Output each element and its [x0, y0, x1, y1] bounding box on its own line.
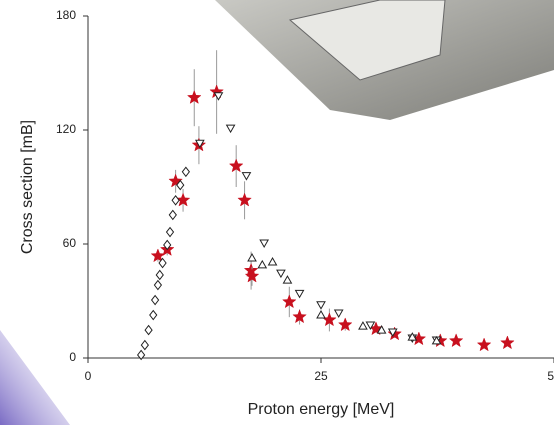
x-axis-title: Proton energy [MeV]: [248, 401, 395, 418]
data-point: [163, 239, 172, 251]
data-point: [136, 349, 146, 361]
data-point: [407, 332, 418, 341]
data-point: [181, 166, 190, 178]
x-tick-label: 0: [85, 369, 92, 383]
data-point: [150, 294, 160, 306]
data-point: [155, 269, 164, 281]
data-point: [244, 268, 260, 283]
data-point: [144, 324, 153, 336]
data-point: [168, 173, 183, 188]
data-point: [168, 209, 177, 221]
y-tick-label: 120: [56, 122, 76, 136]
data-point: [171, 194, 180, 206]
data-point: [247, 253, 257, 262]
data-point: [337, 317, 353, 332]
x-tick-label: 50: [547, 369, 554, 383]
data-point: [175, 192, 191, 207]
data-point: [387, 328, 398, 337]
data-point: [140, 339, 149, 351]
data-point: [194, 139, 205, 149]
data-point: [431, 335, 442, 345]
data-point: [213, 92, 224, 101]
data-point: [316, 301, 326, 310]
data-point: [176, 179, 185, 191]
data-point: [267, 257, 278, 266]
data-point: [259, 239, 270, 249]
data-point: [292, 309, 307, 324]
decoration: [288, 0, 446, 81]
data-point: [186, 90, 202, 104]
y-tick-label: 60: [63, 236, 77, 250]
data-point: [500, 335, 515, 350]
data-point: [448, 333, 464, 348]
data-point: [241, 172, 252, 181]
y-axis-title: Cross section [mB]: [19, 120, 36, 254]
data-point: [281, 294, 297, 309]
data-point: [257, 259, 268, 269]
data-point: [376, 325, 387, 334]
data-point: [165, 226, 175, 238]
data-point: [476, 337, 492, 352]
y-tick-label: 180: [56, 8, 76, 22]
data-point: [149, 309, 158, 321]
data-point: [316, 310, 326, 319]
data-point: [237, 192, 252, 207]
data-point: [228, 158, 244, 173]
y-tick-label: 0: [69, 350, 76, 364]
data-point: [294, 289, 305, 299]
data-point: [158, 257, 167, 269]
data-point: [225, 124, 236, 134]
data-point: [153, 279, 163, 291]
data-point: [358, 321, 368, 330]
data-point: [150, 248, 166, 263]
data-point: [282, 275, 293, 284]
data-point: [276, 269, 286, 279]
decoration: [0, 330, 70, 425]
x-tick-label: 25: [314, 369, 328, 383]
data-point: [365, 321, 376, 330]
data-point: [333, 309, 344, 318]
